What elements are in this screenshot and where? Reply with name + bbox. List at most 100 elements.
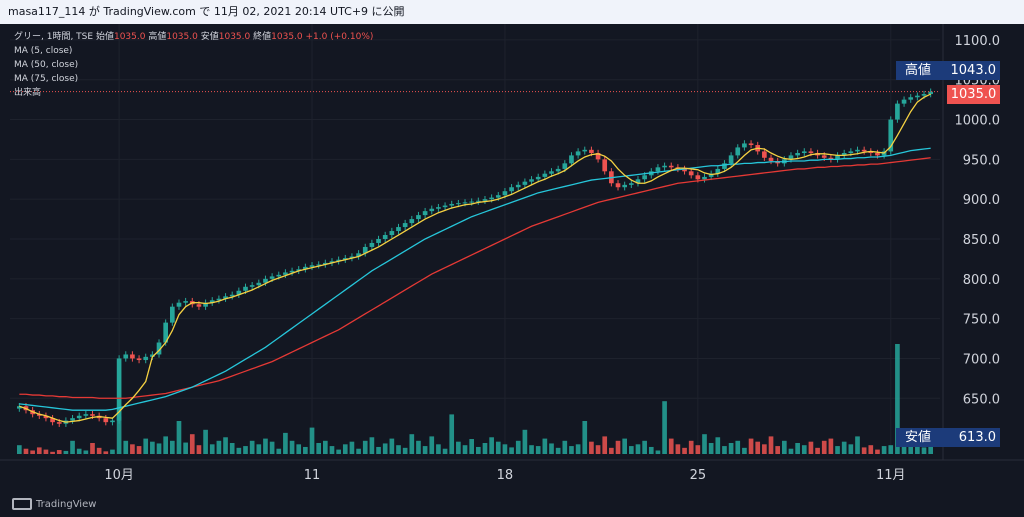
chart-legend: グリー, 1時間, TSE 始値1035.0 高値1035.0 安値1035.0… (14, 30, 373, 100)
candle-body (456, 203, 461, 205)
volume-bar (622, 438, 628, 454)
tradingview-logo[interactable]: TradingView (12, 498, 96, 510)
x-tick-label: 18 (497, 468, 514, 483)
time-axis[interactable]: 10月 11 18 25 11月 (0, 459, 1024, 483)
candle-body (83, 414, 89, 416)
volume-bar (648, 446, 654, 454)
candle-body (416, 215, 421, 220)
volume-bar (389, 438, 395, 454)
volume-bar (183, 442, 188, 454)
candle-body (662, 165, 667, 168)
volume-bar (522, 429, 528, 454)
low-label: 安値 (904, 430, 931, 445)
volume-bar (422, 446, 428, 454)
volume-bar (509, 447, 514, 454)
legend-ma5[interactable]: MA (5, close) (14, 46, 73, 56)
price-chart[interactable]: 650.0 700.0 750.0 800.0 850.0 900.0 950.0 1000.… (0, 24, 1024, 486)
volume-bar (555, 447, 561, 454)
candle-body (469, 201, 475, 203)
tradingview-logo-icon (12, 498, 32, 510)
candle-body (875, 153, 880, 156)
candle-body (163, 322, 169, 343)
candle-body (475, 200, 481, 202)
candle-body (742, 143, 747, 148)
candle-body (183, 301, 188, 303)
candle-body (908, 97, 914, 100)
candle-body (70, 418, 75, 421)
legend-ma75[interactable]: MA (75, close) (14, 74, 79, 84)
volume-bar (748, 438, 754, 454)
legend-open-label: 始値 (95, 32, 114, 42)
publisher-bar: masa117_114 が TradingView.com で 11月 02, … (0, 0, 1024, 24)
volume-bar (90, 443, 95, 454)
candle-body (442, 205, 448, 208)
volume-bar (322, 440, 328, 454)
candle-body (389, 231, 395, 236)
price-axis[interactable]: 650.0 700.0 750.0 800.0 850.0 900.0 950.0 1000.… (942, 24, 1001, 460)
volume-bar (855, 436, 860, 454)
candle-body (396, 227, 401, 232)
volume-bar (269, 441, 275, 454)
candle-body (143, 356, 149, 361)
candle-body (735, 147, 741, 156)
last-value: 1035.0 (950, 87, 997, 102)
legend-change: +1.0 (+0.10%) (305, 32, 374, 42)
volume-bar (209, 444, 215, 454)
volume-bar (549, 443, 554, 454)
candle-body (56, 422, 62, 424)
volume-bar (96, 447, 102, 454)
volume-bar (515, 440, 521, 454)
legend-ma50[interactable]: MA (50, close) (14, 60, 79, 70)
high-label: 高値 (904, 63, 931, 78)
y-tick-label: 800.0 (963, 273, 1000, 288)
candle-body (828, 157, 834, 160)
volume-bar (402, 447, 408, 454)
candle-body (615, 183, 621, 188)
x-tick-label: 10月 (104, 468, 134, 483)
volume-bar (888, 445, 894, 454)
volume-bar (103, 451, 109, 454)
candle-body (402, 223, 408, 228)
candle-body (855, 149, 860, 152)
candle-body (362, 246, 368, 254)
volume-bar (668, 438, 674, 454)
volume-bar (342, 444, 348, 454)
volume-bar (801, 445, 807, 454)
volume-bar (123, 440, 129, 454)
candle-body (549, 171, 554, 174)
candle-body (582, 149, 588, 152)
candle-body (336, 259, 341, 262)
y-tick-label: 900.0 (963, 193, 1000, 208)
volume-bar (775, 446, 781, 454)
candle-body (50, 418, 55, 423)
publisher-line: masa117_114 が TradingView.com で 11月 02, … (8, 5, 405, 18)
candle-body (429, 208, 435, 212)
volume-bar (442, 448, 448, 454)
footer: TradingView (0, 486, 1024, 517)
volume-bar (662, 401, 667, 454)
volume-bar (469, 439, 475, 454)
candle-body (668, 165, 674, 168)
volume-bar (841, 441, 847, 454)
candle-body (635, 179, 641, 184)
volume-bar (349, 441, 355, 454)
legend-low-label: 安値 (200, 32, 219, 42)
candle-body (43, 415, 49, 419)
candle-body (90, 414, 95, 416)
candle-body (575, 151, 581, 156)
candle-body (569, 155, 574, 164)
legend-low: 1035.0 (218, 32, 251, 42)
candle-body (229, 294, 235, 297)
volume-bar (828, 438, 834, 454)
volume-bar (216, 440, 222, 454)
y-tick-label: 850.0 (963, 233, 1000, 248)
candle-body (702, 176, 707, 180)
volume-bar (475, 446, 481, 454)
legend-volume[interactable]: 出来高 (14, 88, 42, 98)
x-tick-label: 11月 (876, 468, 906, 483)
candle-body (349, 256, 355, 259)
volume-bar (169, 440, 175, 454)
y-tick-label: 1100.0 (955, 34, 1001, 49)
volume-bar (336, 449, 341, 454)
volume-bar (30, 450, 35, 454)
